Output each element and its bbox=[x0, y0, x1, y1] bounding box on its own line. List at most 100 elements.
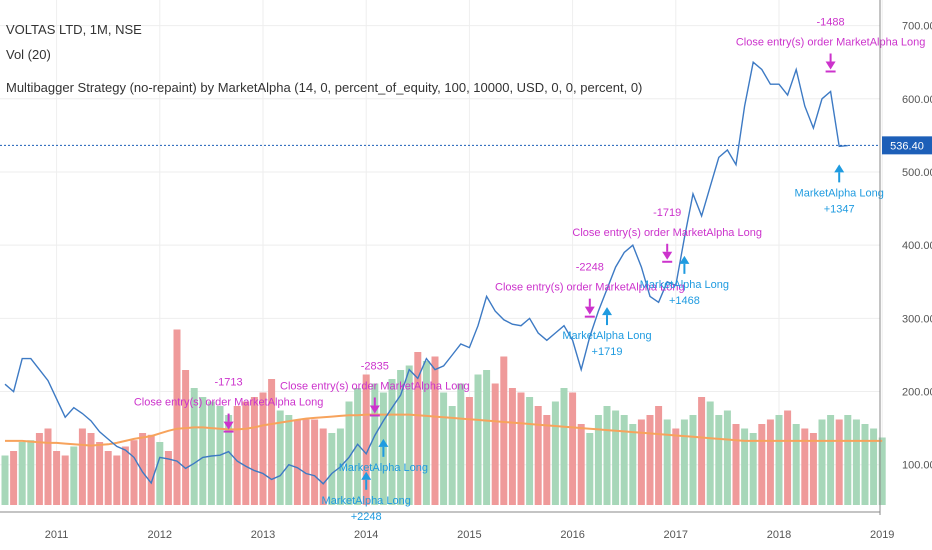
y-tick-label: 600.00 bbox=[902, 94, 932, 106]
long-arrow bbox=[679, 255, 690, 264]
volume-bar bbox=[139, 433, 147, 505]
long-arrow bbox=[602, 307, 612, 316]
volume-bar bbox=[293, 419, 301, 505]
volume-bar bbox=[560, 388, 568, 505]
volume-bar bbox=[715, 415, 723, 505]
volume-bar bbox=[629, 424, 637, 505]
volume-bar bbox=[637, 419, 645, 505]
volume-bar bbox=[861, 424, 869, 505]
volume-bar bbox=[835, 419, 843, 505]
volume-bar bbox=[96, 442, 104, 505]
volume-bar bbox=[61, 455, 69, 505]
volume-bar bbox=[371, 383, 379, 505]
close-signal-label: Close entry(s) order MarketAlpha Long bbox=[736, 36, 926, 48]
volume-bar bbox=[35, 433, 43, 505]
volume-bar bbox=[388, 379, 396, 505]
volume-bar bbox=[440, 392, 448, 505]
volume-bar bbox=[397, 370, 405, 505]
volume-bar bbox=[594, 415, 602, 505]
strategy-label[interactable]: Multibagger Strategy (no-repaint) by Mar… bbox=[6, 80, 643, 95]
volume-bar bbox=[569, 392, 577, 505]
volume-bar bbox=[612, 410, 620, 505]
close-arrow bbox=[369, 405, 380, 414]
long-signal-label: MarketAlpha Long bbox=[322, 495, 411, 507]
volume-bar bbox=[534, 406, 542, 505]
volume-bar bbox=[405, 365, 413, 505]
volume-bar bbox=[233, 406, 241, 505]
long-signal-label: MarketAlpha Long bbox=[562, 330, 651, 342]
volume-bar bbox=[259, 392, 267, 505]
long-signal-pnl: +1347 bbox=[824, 203, 855, 215]
volume-bar bbox=[758, 424, 766, 505]
x-tick-label: 2013 bbox=[251, 529, 275, 541]
volume-bar bbox=[732, 424, 740, 505]
volume-bar bbox=[663, 419, 671, 505]
volume-bar bbox=[10, 451, 18, 505]
volume-bar bbox=[414, 352, 422, 505]
volume-bar bbox=[766, 419, 774, 505]
long-signal-pnl: +1719 bbox=[592, 346, 623, 358]
volume-bar bbox=[70, 446, 78, 505]
volume-bar bbox=[448, 406, 456, 505]
volume-bar bbox=[698, 397, 706, 505]
close-signal-pnl: -1488 bbox=[817, 16, 845, 28]
volume-bar bbox=[672, 428, 680, 505]
x-tick-label: 2015 bbox=[457, 529, 481, 541]
volume-bar bbox=[491, 383, 499, 505]
volume-bar bbox=[870, 428, 878, 505]
last-price-box bbox=[882, 136, 932, 155]
volume-bar bbox=[543, 415, 551, 505]
volume-bar bbox=[242, 401, 250, 505]
volume-bar bbox=[878, 437, 886, 505]
price-line bbox=[4, 60, 848, 485]
volume-bar bbox=[354, 388, 362, 505]
volume-bar bbox=[207, 401, 215, 505]
close-signal-label: Close entry(s) order MarketAlpha Long bbox=[134, 397, 324, 409]
long-signal-label: MarketAlpha Long bbox=[339, 462, 428, 474]
volume-bar bbox=[27, 440, 35, 505]
symbol-title[interactable]: VOLTAS LTD, 1M, NSE bbox=[6, 22, 142, 37]
volume-bar bbox=[268, 379, 276, 505]
long-signal-pnl: +2248 bbox=[351, 511, 382, 523]
long-arrow bbox=[378, 438, 389, 447]
volume-bar bbox=[457, 383, 465, 505]
volume-bar bbox=[113, 455, 121, 505]
volume-bar bbox=[741, 428, 749, 505]
volume-bar bbox=[302, 419, 310, 505]
volume-ma bbox=[5, 413, 883, 447]
x-tick-label: 2017 bbox=[664, 529, 688, 541]
volume-bar bbox=[328, 433, 336, 505]
close-arrow bbox=[662, 251, 673, 260]
volume-bar bbox=[792, 424, 800, 505]
volume-bar bbox=[44, 428, 52, 505]
volume-ma-line bbox=[5, 413, 883, 447]
volume-bar bbox=[465, 397, 473, 505]
volume-bar bbox=[250, 397, 258, 505]
volume-bar bbox=[147, 434, 155, 505]
volume-bar bbox=[173, 329, 181, 505]
long-signal-pnl: +1468 bbox=[669, 295, 700, 307]
last-price-label: 536.40 bbox=[890, 140, 924, 152]
volume-bar bbox=[852, 419, 860, 505]
volume-indicator-label[interactable]: Vol (20) bbox=[6, 47, 51, 62]
close-signal-pnl: -1719 bbox=[653, 207, 681, 219]
close-arrow bbox=[584, 306, 595, 315]
volume-bar bbox=[130, 440, 138, 505]
close-signal-label: Close entry(s) order MarketAlpha Long bbox=[572, 227, 762, 239]
strategy-signals: Close entry(s) order MarketAlpha Long -17… bbox=[134, 16, 926, 522]
volume-bar bbox=[680, 419, 688, 505]
volume-bar bbox=[276, 410, 284, 505]
y-tick-label: 300.00 bbox=[902, 313, 932, 325]
volume-bar bbox=[285, 415, 293, 505]
x-tick-label: 2016 bbox=[560, 529, 584, 541]
volume-bar bbox=[689, 415, 697, 505]
close-signal-pnl: -2835 bbox=[361, 360, 389, 372]
volume-bar bbox=[431, 356, 439, 505]
volume-bar bbox=[345, 401, 353, 505]
volume-bar bbox=[474, 374, 482, 505]
volume-bar bbox=[526, 397, 534, 505]
volume-bar bbox=[749, 433, 757, 505]
y-tick-label: 400.00 bbox=[902, 240, 932, 252]
